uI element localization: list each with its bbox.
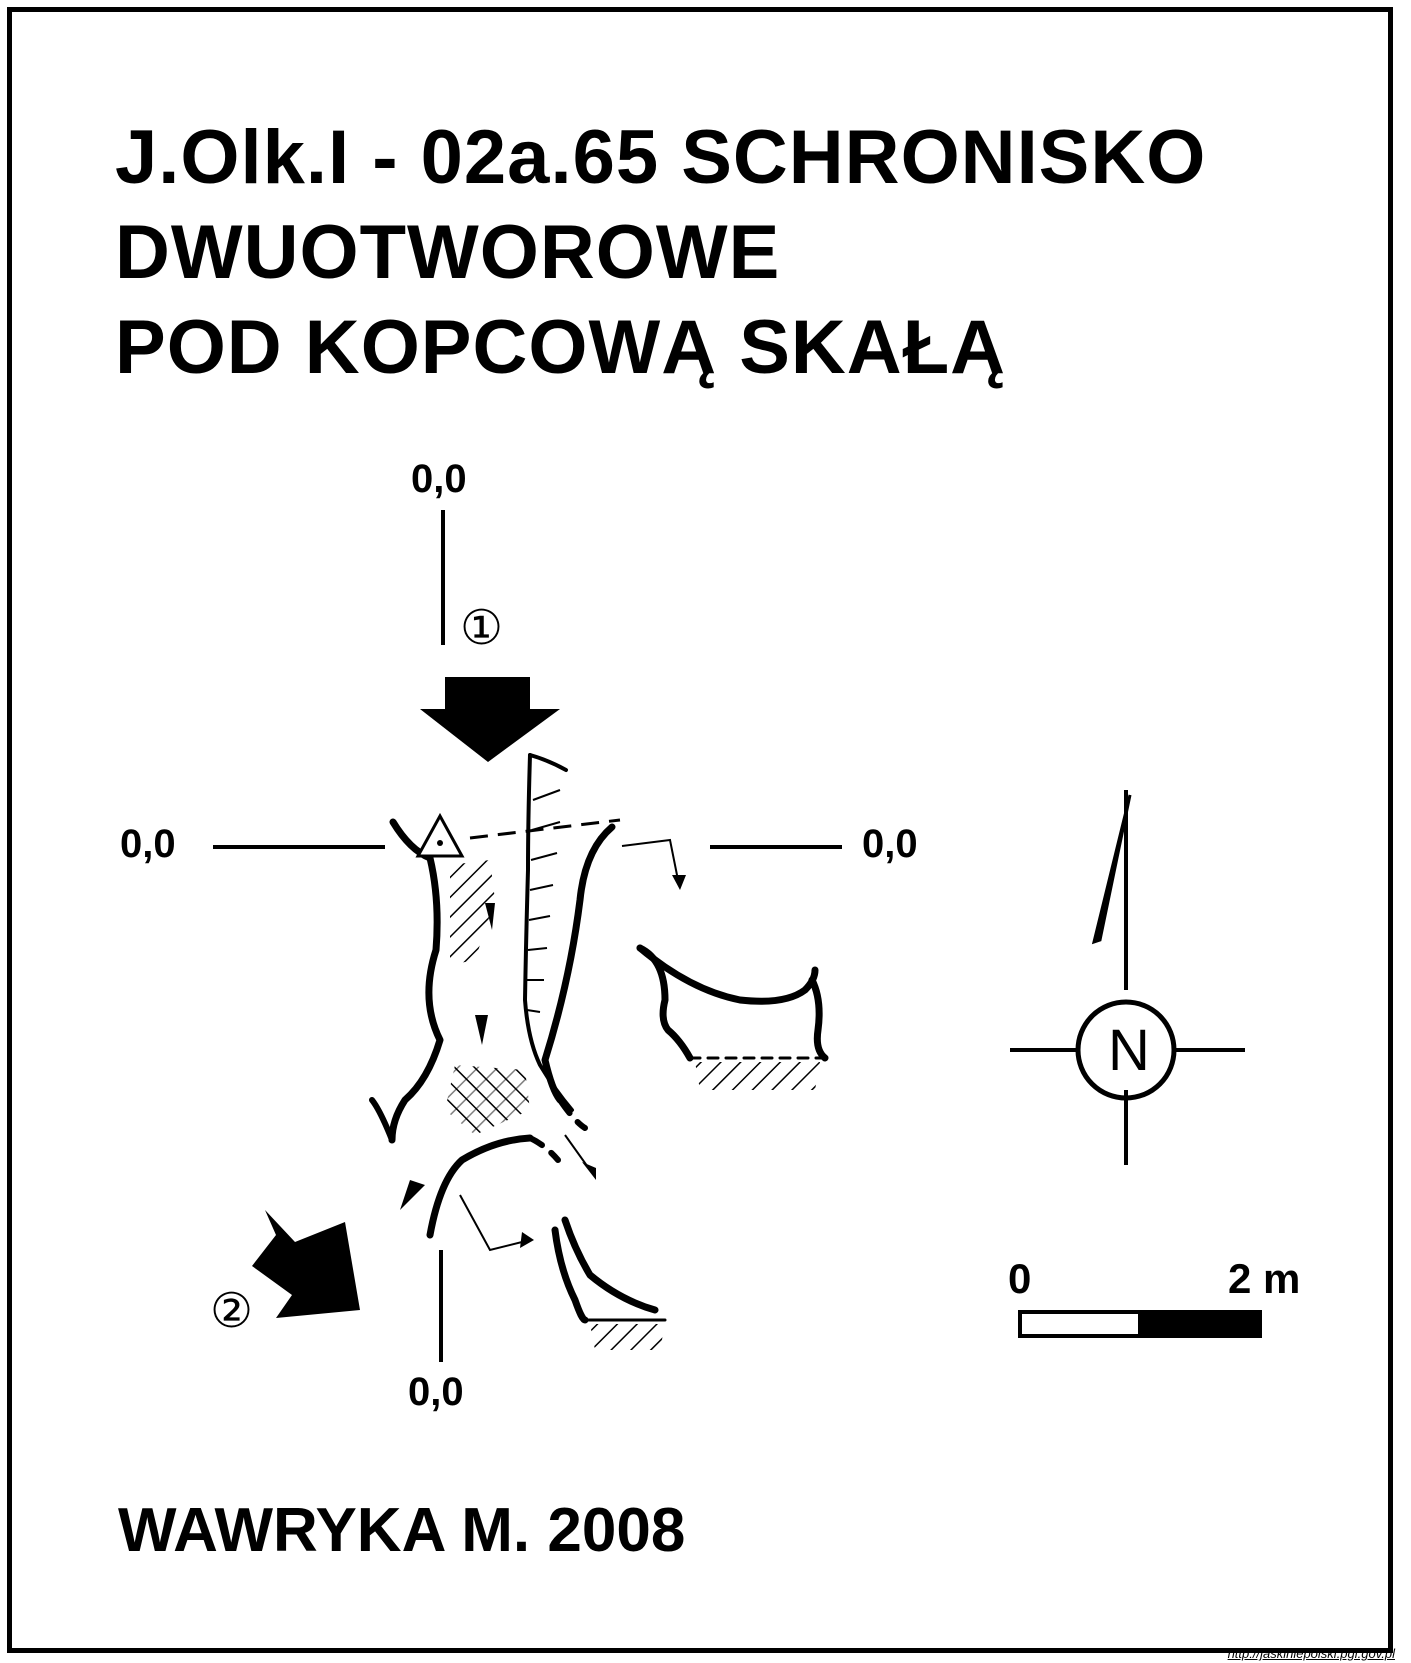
scale-bar-icon [1018,1310,1262,1338]
north-label: N [1108,1018,1150,1083]
entrance-2-arrow [252,1210,360,1318]
section-label-left: 0,0 [120,822,176,866]
entrance-1-arrow [420,677,560,762]
scale-end-label: 2 m [1228,1255,1301,1302]
map-frame [7,7,1393,1653]
north-arrow-icon [1010,790,1245,1165]
slope-arrows [400,875,686,1248]
source-url[interactable]: http://jaskiniepolski.pgi.gov.pl [1227,1646,1395,1661]
title-line-3: POD KOPCOWĄ SKAŁĄ [115,305,1006,390]
scale-start-label: 0 [1008,1255,1032,1302]
section-label-top: 0,0 [411,457,467,501]
entrance-2-label: ② [210,1285,254,1338]
section-lines [213,510,842,1362]
author-label: WAWRYKA M. 2008 [118,1496,686,1565]
slope-lines [526,789,561,1013]
survey-station-icon [415,812,465,858]
cave-title: J.Olk.I - 02a.65 SCHRONISKO DWUOTWOROWE … [115,110,1206,395]
section-label-right: 0,0 [862,822,918,866]
title-line-2: DWUOTWOROWE [115,210,781,295]
entrance-1-label: ① [460,602,504,655]
survey-station-point [437,840,443,846]
rubble-zones [445,860,820,1350]
title-line-1: J.Olk.I - 02a.65 SCHRONISKO [115,115,1207,200]
section-label-bottom: 0,0 [408,1370,464,1414]
